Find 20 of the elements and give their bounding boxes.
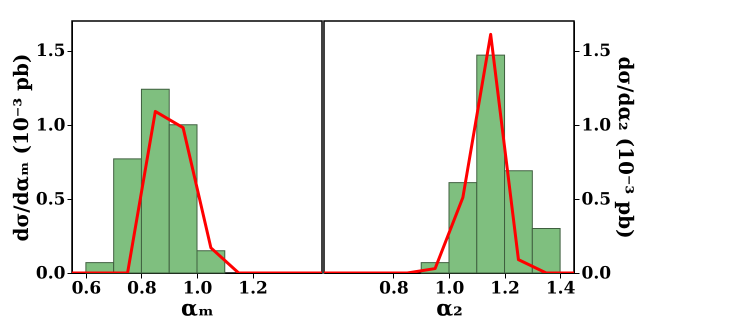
y-tick-label: 1.0 [36, 115, 66, 136]
y-tick-label: 0.0 [36, 264, 66, 284]
y2-tick-label: 0.5 [582, 189, 612, 210]
x-tick-label: 1.2 [238, 278, 268, 298]
x-tick-label: 0.8 [127, 278, 157, 298]
x-axis-title: α₂ [436, 296, 463, 322]
y2-axis-title: dσ/dα₂ (10⁻³ pb) [614, 56, 638, 239]
y-tick-label: 0.5 [36, 189, 66, 210]
y2-tick-label: 1.5 [582, 41, 612, 62]
y2-tick-label: 0.0 [582, 264, 612, 284]
x-tick-label: 1.2 [490, 278, 520, 298]
x-tick-label: 1.4 [546, 278, 576, 298]
y2-tick-label: 1.0 [582, 115, 612, 136]
x-tick-label: 0.8 [379, 278, 409, 298]
x-axis-title: αₘ [181, 296, 214, 322]
x-tick-label: 1.0 [434, 278, 464, 298]
y-tick-label: 1.5 [36, 41, 66, 62]
y-axis-title: dσ/dαₘ (10⁻³ pb) [8, 54, 33, 242]
x-tick-label: 0.6 [72, 278, 102, 298]
x-tick-label: 1.0 [182, 278, 212, 298]
